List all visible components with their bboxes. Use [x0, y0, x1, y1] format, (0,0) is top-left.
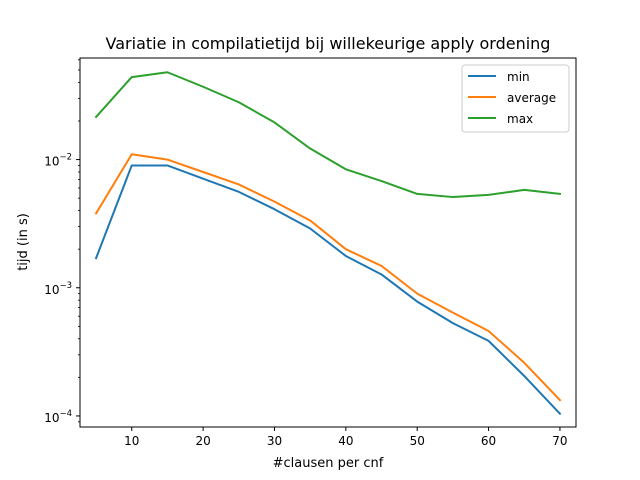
y-tick-label: 10−2	[44, 153, 72, 169]
chart-title: Variatie in compilatietijd bij willekeur…	[106, 34, 551, 53]
y-axis: 10−4 10−3 10−2	[44, 59, 80, 425]
y-tick-label: 10−3	[44, 281, 72, 297]
x-axis-label: #clausen per cnf	[273, 456, 384, 471]
y-axis-label: tijd (in s)	[16, 213, 31, 271]
x-tick-label: 20	[195, 434, 210, 448]
x-tick-label: 50	[410, 434, 425, 448]
x-tick-label: 30	[267, 434, 282, 448]
x-tick-label: 10	[124, 434, 139, 448]
x-tick-label: 60	[481, 434, 496, 448]
series-line-max	[94, 71, 562, 199]
x-axis: 10 20 30 40 50 60 70	[124, 427, 568, 448]
x-tick-label: 70	[552, 434, 567, 448]
legend-label: max	[507, 112, 533, 126]
x-tick-label: 40	[338, 434, 353, 448]
plot-area	[94, 71, 562, 416]
legend-label: min	[507, 70, 530, 84]
axes-frame	[79, 57, 577, 428]
legend: min average max	[461, 64, 570, 133]
series-line-average	[94, 153, 562, 402]
y-tick-label: 10−4	[44, 409, 72, 425]
legend-box	[461, 64, 570, 133]
legend-label: average	[507, 91, 556, 105]
series-line-min	[94, 164, 562, 416]
